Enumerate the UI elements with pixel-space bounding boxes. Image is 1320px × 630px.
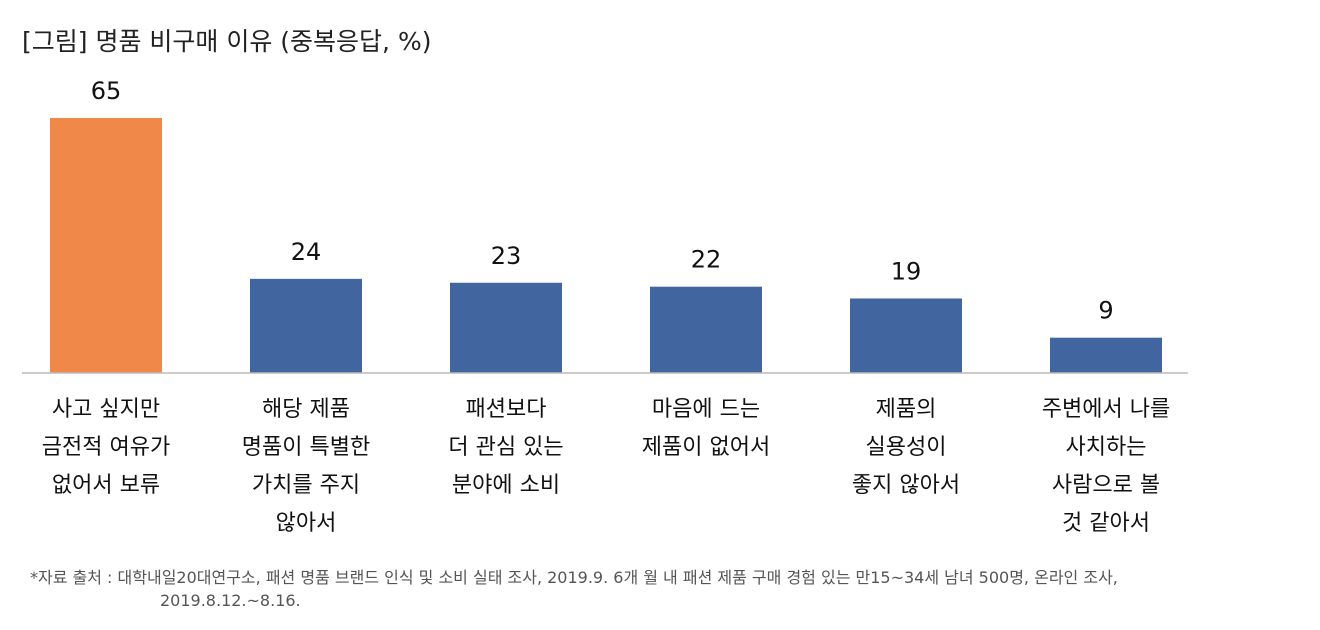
category-label-2-line-3: 가치를 주지 — [252, 473, 360, 498]
value-label-4: 22 — [691, 246, 722, 274]
bar-4 — [650, 286, 762, 373]
source-line-2: 2019.8.12.~8.16. — [160, 591, 301, 610]
category-label-1-line-3: 없어서 보류 — [52, 473, 160, 498]
source-note: *자료 출처 : 대학내일20대연구소, 패션 명품 브랜드 인식 및 소비 실… — [30, 566, 1118, 612]
category-label-3-line-3: 분야에 소비 — [452, 473, 560, 498]
bar-1 — [50, 118, 162, 373]
bar-6 — [1050, 337, 1162, 373]
bar-5 — [850, 298, 962, 373]
value-label-5: 19 — [891, 257, 922, 285]
value-label-2: 24 — [291, 238, 322, 266]
category-label-6-line-3: 사람으로 볼 — [1052, 473, 1160, 498]
category-label-6-line-2: 사치하는 — [1066, 435, 1147, 460]
category-label-5-line-2: 실용성이 — [866, 435, 947, 460]
category-label-6-line-4: 것 같아서 — [1062, 511, 1150, 536]
category-label-4-line-2: 제품이 없어서 — [642, 435, 770, 460]
source-line-1: *자료 출처 : 대학내일20대연구소, 패션 명품 브랜드 인식 및 소비 실… — [30, 568, 1118, 587]
category-label-2-line-1: 해당 제품 — [262, 397, 350, 422]
category-label-5-line-3: 좋지 않아서 — [852, 473, 960, 498]
category-label-4-line-1: 마음에 드는 — [652, 397, 760, 422]
bar-2 — [250, 278, 362, 373]
category-label-1-line-2: 금전적 여유가 — [42, 435, 170, 460]
value-label-6: 9 — [1098, 297, 1113, 325]
category-label-2-line-2: 명품이 특별한 — [242, 435, 370, 460]
category-label-3-line-2: 더 관심 있는 — [448, 435, 563, 460]
category-label-6-line-1: 주변에서 나를 — [1042, 397, 1170, 422]
chart-title: [그림] 명품 비구매 이유 (중복응답, %) — [22, 27, 432, 56]
category-label-5-line-1: 제품의 — [876, 397, 937, 422]
category-label-1-line-1: 사고 싶지만 — [52, 397, 160, 422]
category-label-3-line-1: 패션보다 — [466, 397, 547, 422]
category-label-2-line-4: 않아서 — [276, 511, 337, 536]
bar-3 — [450, 282, 562, 373]
value-label-3: 23 — [491, 242, 522, 270]
value-label-1: 65 — [91, 77, 122, 105]
